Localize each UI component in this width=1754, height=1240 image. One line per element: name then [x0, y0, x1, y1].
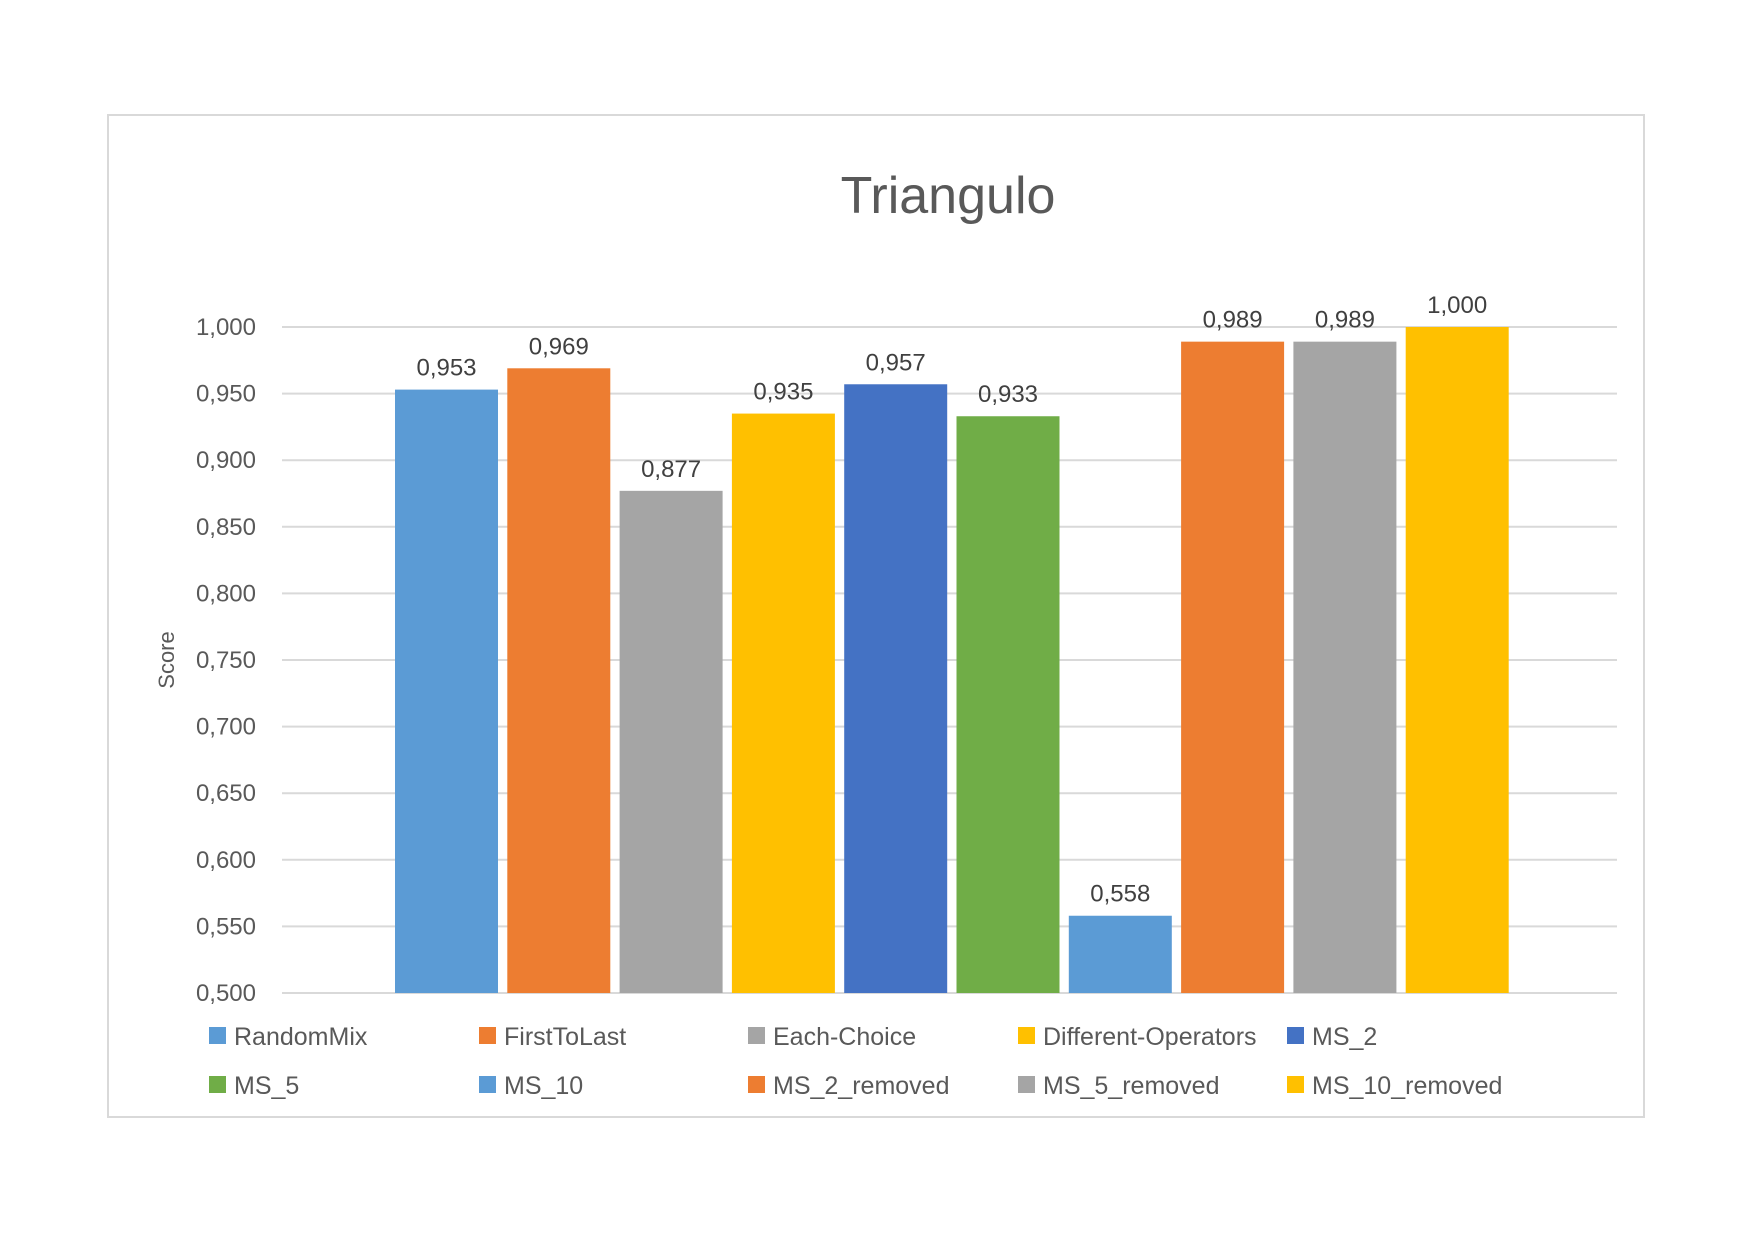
legend-swatch [479, 1027, 496, 1044]
legend-label: MS_10_removed [1312, 1072, 1502, 1100]
y-tick-label: 0,500 [196, 980, 256, 1007]
legend-label: MS_5 [234, 1072, 299, 1100]
legend: RandomMix FirstToLast Each-Choice Different… [209, 1023, 1502, 1100]
legend-label: RandomMix [234, 1023, 368, 1051]
legend-label: MS_2 [1312, 1023, 1377, 1051]
bar-randommix [395, 389, 498, 993]
legend-label: MS_2_removed [773, 1072, 949, 1100]
data-label: 0,957 [866, 349, 926, 376]
data-label: 1,000 [1427, 292, 1487, 319]
legend-label: Different-Operators [1043, 1023, 1257, 1051]
y-tick-label: 0,650 [196, 780, 256, 807]
bar-each-choice [619, 490, 723, 993]
bar-ms-5 [956, 416, 1060, 993]
data-label: 0,953 [416, 355, 476, 382]
legend-swatch [209, 1076, 226, 1093]
y-tick-label: 0,600 [196, 847, 256, 874]
legend-swatch [1287, 1076, 1304, 1093]
y-tick-label: 0,850 [196, 514, 256, 541]
data-label: 0,935 [753, 379, 813, 406]
legend-label: Each-Choice [773, 1023, 916, 1051]
legend-swatch [1018, 1027, 1035, 1044]
bar-ms-5-removed [1293, 341, 1397, 994]
chart-title: Triangulo [841, 167, 1056, 225]
bar-firsttolast [507, 368, 611, 993]
bar-different-operators [731, 413, 835, 994]
data-labels: 0,953 0,969 0,877 0,935 0,957 0,933 0,558 0,989… [416, 292, 1487, 908]
legend-swatch [209, 1027, 226, 1044]
data-label: 0,558 [1090, 881, 1150, 908]
y-tick-label: 1,000 [196, 314, 256, 341]
data-label: 0,877 [641, 456, 701, 483]
data-label: 0,989 [1315, 307, 1375, 334]
y-tick-label: 0,950 [196, 381, 256, 408]
legend-label: MS_10 [504, 1072, 583, 1100]
legend-label: FirstToLast [504, 1023, 626, 1051]
data-label: 0,933 [978, 381, 1038, 408]
bar-ms-10-removed [1405, 327, 1509, 993]
y-axis-ticks: 0,500 0,550 0,600 0,650 0,700 0,750 0,800 0,850… [196, 314, 256, 1007]
legend-swatch [748, 1027, 765, 1044]
bar-ms-10 [1068, 915, 1172, 993]
legend-swatch [479, 1076, 496, 1093]
legend-swatch [1287, 1027, 1304, 1044]
y-tick-label: 0,700 [196, 714, 256, 741]
legend-swatch [748, 1076, 765, 1093]
y-tick-label: 0,550 [196, 913, 256, 940]
y-tick-label: 0,750 [196, 647, 256, 674]
y-tick-label: 0,900 [196, 447, 256, 474]
bar-ms-2 [844, 384, 948, 993]
legend-label: MS_5_removed [1043, 1072, 1219, 1100]
data-label: 0,989 [1203, 307, 1263, 334]
legend-swatch [1018, 1076, 1035, 1093]
bars [395, 327, 1509, 994]
data-label: 0,969 [529, 333, 589, 360]
bar-ms-2-removed [1181, 341, 1285, 994]
y-axis-title: Score [154, 631, 179, 688]
y-tick-label: 0,800 [196, 580, 256, 607]
